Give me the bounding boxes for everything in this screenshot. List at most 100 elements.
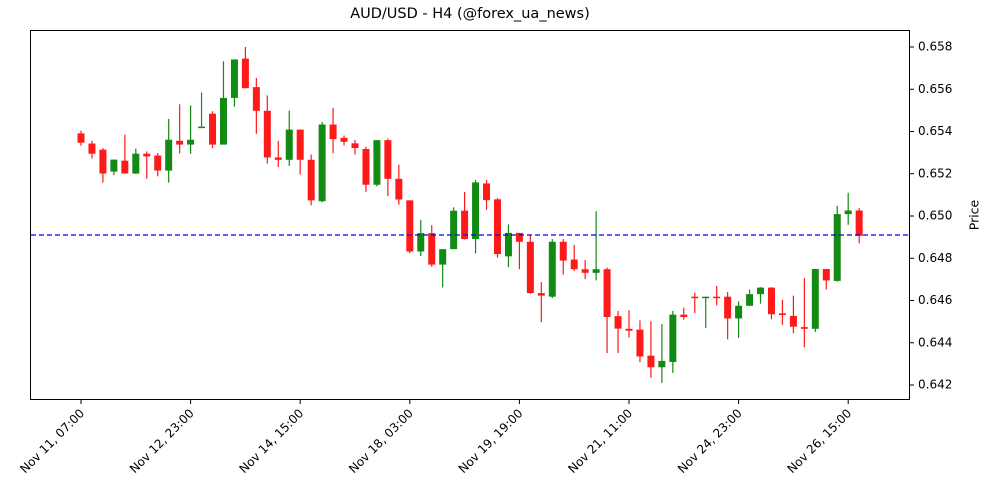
candle (263, 95, 271, 164)
y-tick-label: 0.654 (918, 124, 952, 138)
candle (417, 220, 425, 257)
y-tick-label: 0.646 (918, 293, 952, 307)
x-tick-label: Nov 19, 19:00 (456, 406, 526, 476)
candle (198, 92, 206, 129)
candle (351, 139, 359, 155)
candle-body-down (570, 259, 578, 270)
candle-body-down (483, 183, 491, 201)
candle-body-down (614, 316, 622, 329)
x-tick-label: Nov 21, 11:00 (565, 406, 635, 476)
candle-body-down (822, 269, 830, 281)
candle-body-up (702, 296, 710, 299)
candle (493, 198, 501, 258)
candle (329, 107, 337, 154)
candle (581, 259, 589, 280)
candle-body-up (439, 249, 447, 265)
candle (373, 140, 381, 187)
y-axis-label: Price (967, 199, 982, 230)
candle (274, 140, 282, 167)
candle (504, 224, 512, 268)
candle-body-down (537, 293, 545, 296)
y-tick-label: 0.642 (918, 378, 952, 392)
candle-body-up (110, 159, 118, 172)
candle (647, 321, 655, 378)
candle (548, 239, 556, 298)
candle-body-up (373, 140, 381, 185)
candle (570, 244, 578, 271)
candle-body-down (526, 241, 534, 294)
candle-body-down (252, 87, 260, 111)
candle-body-down (77, 133, 85, 143)
candle-body-down (384, 140, 392, 179)
candle (252, 77, 260, 134)
chart-title: AUD/USD - H4 (@forex_ua_news) (350, 6, 590, 22)
candle-body-up (504, 232, 512, 257)
candle (680, 307, 688, 320)
candle (537, 282, 545, 323)
y-tick-label: 0.648 (918, 251, 952, 265)
candle (614, 310, 622, 354)
y-tick-label: 0.644 (918, 335, 952, 349)
y-tick-label: 0.656 (918, 82, 952, 96)
candle-body-down (493, 199, 501, 255)
candle (154, 153, 162, 177)
candle-body-down (647, 355, 655, 368)
candle (526, 234, 534, 294)
x-tick-label: Nov 26, 15:00 (785, 406, 855, 476)
candle-body-down (351, 143, 359, 148)
candle-body-up (658, 360, 666, 368)
candle-body-down (724, 296, 732, 319)
candle (592, 211, 600, 281)
candle-body-down (515, 232, 523, 242)
candle (110, 159, 118, 176)
candle (143, 151, 151, 179)
candle (811, 269, 819, 332)
x-tick-label: Nov 24, 23:00 (675, 406, 745, 476)
candle (187, 105, 195, 154)
candle-body-up (318, 124, 326, 202)
candle (77, 130, 85, 146)
candles-layer (77, 47, 863, 383)
candle-body-down (680, 314, 688, 317)
candle (800, 278, 808, 348)
candle-body-down (625, 328, 633, 331)
candle (757, 287, 765, 304)
candle-body-down (559, 241, 567, 261)
candle-body-down (340, 137, 348, 142)
candle (603, 267, 611, 354)
candle (395, 164, 403, 205)
x-tick-label: Nov 11, 07:00 (17, 406, 87, 476)
candle (406, 200, 414, 254)
candle (165, 118, 173, 183)
candle (515, 232, 523, 270)
candle (767, 287, 775, 320)
candle (318, 121, 326, 203)
candle (307, 154, 315, 206)
candle-body-up (735, 305, 743, 319)
candle-body-up (548, 241, 556, 297)
candle (746, 289, 754, 306)
x-tick-label: Nov 18, 03:00 (346, 406, 416, 476)
candle-body-down (461, 210, 469, 240)
candle (88, 140, 96, 159)
candle (691, 292, 699, 314)
candle (296, 129, 304, 175)
candle-body-down (855, 210, 863, 236)
candle-body-down (241, 58, 249, 89)
candle-body-up (811, 269, 819, 329)
x-axis: Nov 11, 07:00 Nov 12, 23:00 Nov 14, 15:00 N… (17, 400, 854, 476)
candle-body-up (450, 210, 458, 250)
candle-body-down (263, 110, 271, 158)
candle-body-up (198, 126, 206, 129)
candle-body-down (296, 129, 304, 160)
candle (362, 146, 370, 192)
candle (121, 134, 129, 174)
candle-body-down (636, 329, 644, 357)
candle (855, 208, 863, 244)
candle (428, 225, 436, 267)
candle-body-down (428, 233, 436, 265)
candle-body-down (713, 296, 721, 299)
candle (724, 292, 732, 340)
x-tick-label: Nov 14, 15:00 (237, 406, 307, 476)
